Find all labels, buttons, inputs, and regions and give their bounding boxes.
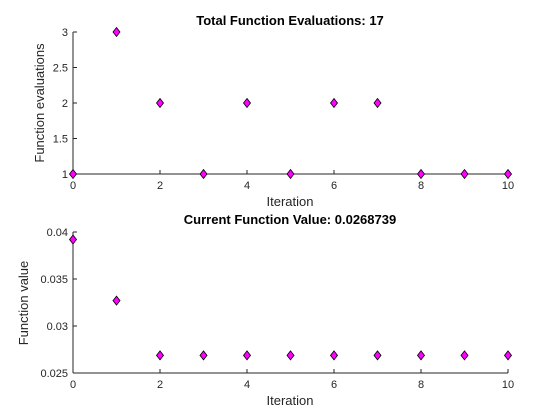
data-point	[242, 97, 252, 109]
x-tick-label: 10	[502, 379, 514, 391]
chart-function-evaluations: Total Function Evaluations: 17 Iteration…	[32, 13, 514, 209]
x-tick-label: 2	[157, 379, 163, 391]
x-tick-label: 8	[418, 379, 424, 391]
data-point	[68, 168, 78, 180]
y-tick-label: 1	[62, 169, 68, 181]
data-point	[373, 97, 382, 109]
y-tick-label: 0.035	[40, 274, 68, 286]
data-point	[416, 168, 426, 180]
x-tick-label: 4	[244, 379, 250, 391]
data-point	[68, 234, 78, 245]
chart-title: Current Function Value: 0.0268739	[184, 212, 396, 227]
x-tick-label: 8	[418, 180, 424, 192]
y-tick-label: 1.5	[53, 134, 68, 146]
x-tick-label: 10	[502, 180, 514, 192]
x-axis-label: Iteration	[267, 393, 314, 408]
data-points	[68, 26, 513, 180]
data-point	[286, 350, 295, 361]
data-point	[329, 97, 339, 109]
y-tick-label: 2	[62, 98, 68, 110]
axis-ticks: 0 2 4 6 8 10 1 1.5 2 2.5 3	[53, 27, 514, 192]
data-point	[460, 350, 469, 361]
x-axis-label: Iteration	[267, 194, 314, 209]
data-points	[68, 234, 513, 361]
x-tick-label: 6	[331, 379, 337, 391]
x-tick-label: 0	[70, 379, 76, 391]
data-point	[286, 168, 295, 180]
axis-ticks: 0 2 4 6 8 10 0.025 0.03 0.035 0.04	[40, 227, 514, 391]
x-tick-label: 2	[157, 180, 163, 192]
data-point	[460, 168, 469, 180]
y-tick-label: 2.5	[53, 63, 68, 75]
data-point	[329, 350, 339, 361]
data-point	[503, 350, 513, 361]
chart-function-value: Current Function Value: 0.0268739 Iterat…	[16, 212, 514, 408]
data-point	[503, 168, 513, 180]
data-point	[199, 168, 208, 180]
data-point	[112, 26, 121, 38]
y-tick-label: 0.025	[40, 368, 68, 380]
x-tick-label: 4	[244, 180, 250, 192]
y-tick-label: 0.03	[47, 321, 68, 333]
data-point	[155, 350, 165, 361]
data-point	[416, 350, 426, 361]
data-point	[373, 350, 382, 361]
y-axis-label: Function value	[16, 261, 31, 346]
x-tick-label: 6	[331, 180, 337, 192]
y-tick-label: 3	[62, 27, 68, 39]
y-axis-label: Function evaluations	[32, 43, 47, 163]
y-tick-label: 0.04	[47, 227, 68, 239]
data-point	[242, 350, 252, 361]
data-point	[199, 350, 208, 361]
data-point	[112, 295, 121, 306]
data-point	[155, 97, 165, 109]
chart-title: Total Function Evaluations: 17	[196, 13, 384, 28]
x-tick-label: 0	[70, 180, 76, 192]
